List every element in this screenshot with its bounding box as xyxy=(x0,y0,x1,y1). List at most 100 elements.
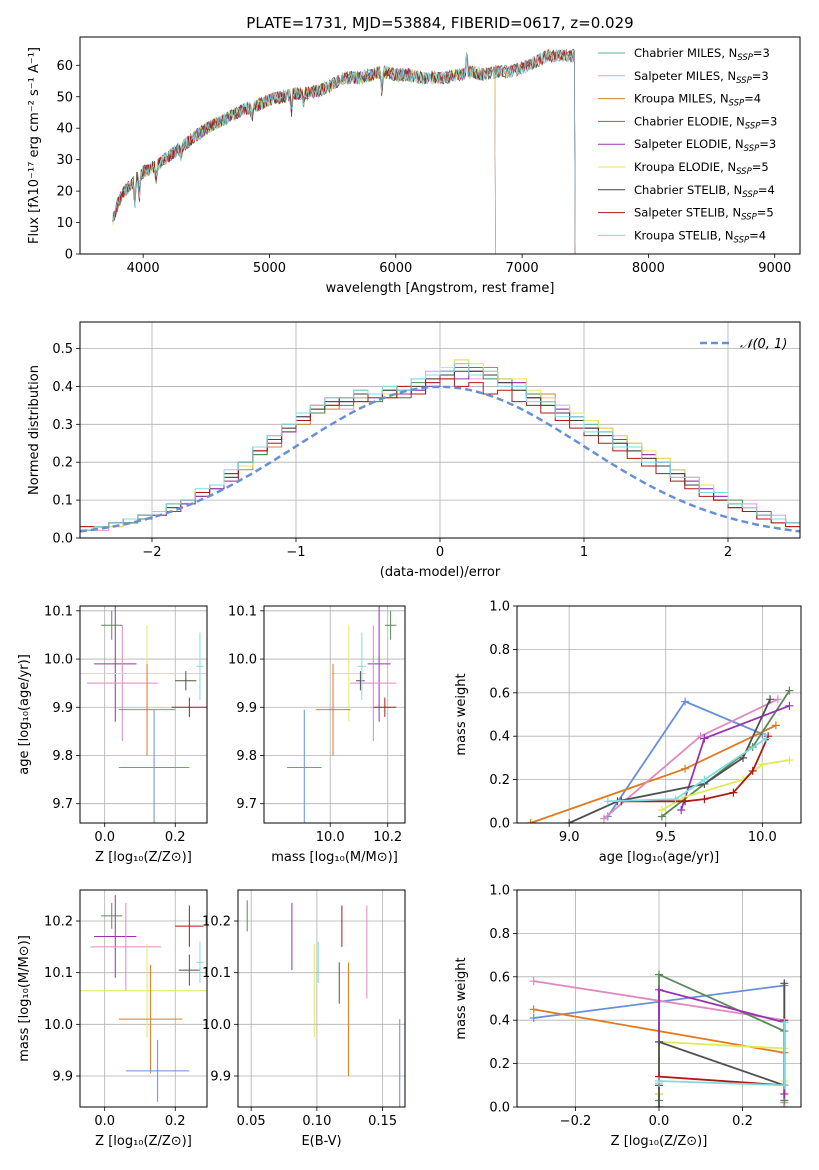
y-tick-label: 10.2 xyxy=(44,915,73,930)
y-axis-label: age [log₁₀(age/yr)] xyxy=(17,654,32,775)
legend: Chabrier MILES, NSSP=3 Salpeter MILES, NS… xyxy=(598,46,777,245)
weight-marker xyxy=(785,756,794,765)
axes-frame xyxy=(516,605,802,824)
x-tick-label: 0.05 xyxy=(237,1114,266,1129)
y-tick-label: 1.0 xyxy=(489,884,510,899)
x-tick-label: 0.2 xyxy=(165,830,186,845)
axes-frame xyxy=(79,605,208,824)
panel-age-weight: 9.0 9.5 10.0 0.0 0.2 0.4 0.6 0.8 1.0 age [log₁₀(a… xyxy=(454,600,802,865)
y-tick-label: 10.1 xyxy=(44,966,73,981)
error-bar-point xyxy=(101,902,123,929)
weight-line xyxy=(530,724,777,823)
panel-ebv-mass: 0.05 0.10 0.15 9.9 10.0 10.1 10.2 E(B-V) xyxy=(202,889,406,1149)
y-tick-label: 0.8 xyxy=(489,927,510,942)
panel-z-age: 0.0 0.2 9.7 9.8 9.9 10.0 10.1 Z [log₁₀(Z/Z⊙)] ag… xyxy=(17,604,208,865)
y-tick-label: 1.0 xyxy=(489,600,510,615)
plot-area xyxy=(287,606,397,823)
error-bar-point xyxy=(94,895,137,978)
axes-frame xyxy=(263,605,406,824)
y-tick-label: 0.0 xyxy=(52,532,73,547)
weight-line xyxy=(607,737,767,803)
error-bar-point xyxy=(175,905,204,947)
weight-marker xyxy=(655,1103,663,1107)
x-axis-label: age [log₁₀(age/yr)] xyxy=(599,850,720,865)
y-tick-label: 0.8 xyxy=(489,643,510,658)
legend-label: Chabrier MILES, NSSP=3 xyxy=(634,46,770,63)
y-tick-label: 10.0 xyxy=(44,653,73,668)
x-axis-label: Z [log₁₀(Z/Z⊙)] xyxy=(611,1134,708,1149)
y-tick-label: 0.0 xyxy=(489,817,510,832)
error-bar-point xyxy=(171,697,207,717)
error-bar-point xyxy=(87,625,158,742)
x-tick-label: 7000 xyxy=(506,261,539,276)
weight-marker xyxy=(785,701,794,710)
x-tick-label: 10.2 xyxy=(373,830,402,845)
error-bar-point xyxy=(80,944,207,1038)
y-tick-label: 9.8 xyxy=(52,749,73,764)
error-bar-point xyxy=(287,709,322,823)
y-tick-label: 10.2 xyxy=(202,915,231,930)
error-bar-point xyxy=(118,709,190,823)
weight-marker xyxy=(780,1081,789,1090)
weight-marker xyxy=(655,1037,663,1046)
plot-area xyxy=(80,895,207,1102)
panel-z-mass: 0.0 0.2 9.9 10.0 10.1 10.2 Z [log₁₀(Z/Z⊙)] mass… xyxy=(17,889,208,1149)
y-tick-label: 0 xyxy=(65,248,73,263)
x-tick-label: 9000 xyxy=(758,261,791,276)
legend-label: Kroupa STELIB, NSSP=4 xyxy=(634,228,766,245)
weight-marker xyxy=(700,734,709,743)
x-tick-label: 0.0 xyxy=(649,1114,670,1129)
y-tick-label: 0.5 xyxy=(52,342,73,357)
normal-curve xyxy=(80,385,800,533)
x-tick-label: 5000 xyxy=(253,261,286,276)
y-tick-label: 0.4 xyxy=(489,1014,510,1029)
error-bar-point xyxy=(315,663,351,756)
y-axis-label: Normed distribution xyxy=(27,365,42,495)
x-tick-label: −0.2 xyxy=(560,1114,592,1129)
y-tick-label: 10.1 xyxy=(228,604,257,619)
legend-label: Salpeter ELODIE, NSSP=3 xyxy=(634,137,776,154)
axes-frame xyxy=(79,36,801,255)
x-tick-label: −2 xyxy=(142,545,161,560)
x-tick-label: 1 xyxy=(580,545,588,560)
error-bar-point xyxy=(118,663,176,756)
weight-marker xyxy=(762,734,771,743)
y-tick-label: 0.2 xyxy=(52,456,73,471)
legend-label: 𝒩(0, 1) xyxy=(740,337,787,352)
weight-marker xyxy=(700,795,709,804)
weight-marker xyxy=(780,1018,789,1027)
weight-marker xyxy=(681,764,690,773)
weight-marker xyxy=(565,819,574,823)
x-axis-label: E(B-V) xyxy=(301,1134,341,1149)
error-bar-point xyxy=(125,1039,190,1102)
weight-marker xyxy=(526,819,535,823)
x-tick-label: 0.10 xyxy=(302,1114,331,1129)
weight-line xyxy=(658,1022,786,1087)
weight-marker xyxy=(677,805,686,814)
x-tick-label: 9.5 xyxy=(655,830,676,845)
plot-area xyxy=(112,48,576,254)
histogram-series xyxy=(80,378,800,528)
x-axis-label: (data-model)/error xyxy=(380,565,501,580)
x-tick-label: 10.0 xyxy=(316,830,345,845)
plot-area xyxy=(80,606,207,823)
weight-marker xyxy=(657,805,666,814)
panel-residuals: −2 −1 0 1 2 0.0 0.1 0.2 0.3 0.4 0.5 (data-model)/er… xyxy=(27,321,801,580)
error-bar-point xyxy=(357,632,367,701)
weight-marker xyxy=(681,797,690,806)
weight-marker xyxy=(671,795,680,804)
weight-marker xyxy=(529,977,538,986)
legend-label: Kroupa MILES, NSSP=4 xyxy=(634,92,761,109)
error-bar-point xyxy=(373,697,397,717)
y-tick-label: 40 xyxy=(56,122,73,137)
x-tick-label: 8000 xyxy=(632,261,665,276)
x-tick-label: 9.0 xyxy=(559,830,580,845)
panel-z-weight: −0.2 0.0 0.2 0.0 0.2 0.4 0.6 0.8 1.0 Z [log₁₀(Z/Z… xyxy=(454,884,802,1149)
weight-marker xyxy=(655,985,663,994)
legend-label: Salpeter MILES, NSSP=3 xyxy=(634,69,769,86)
y-tick-label: 9.9 xyxy=(52,1070,73,1085)
x-tick-label: 6000 xyxy=(379,261,412,276)
weight-marker xyxy=(655,1076,663,1085)
y-tick-label: 9.9 xyxy=(52,701,73,716)
axes-frame xyxy=(79,321,801,539)
